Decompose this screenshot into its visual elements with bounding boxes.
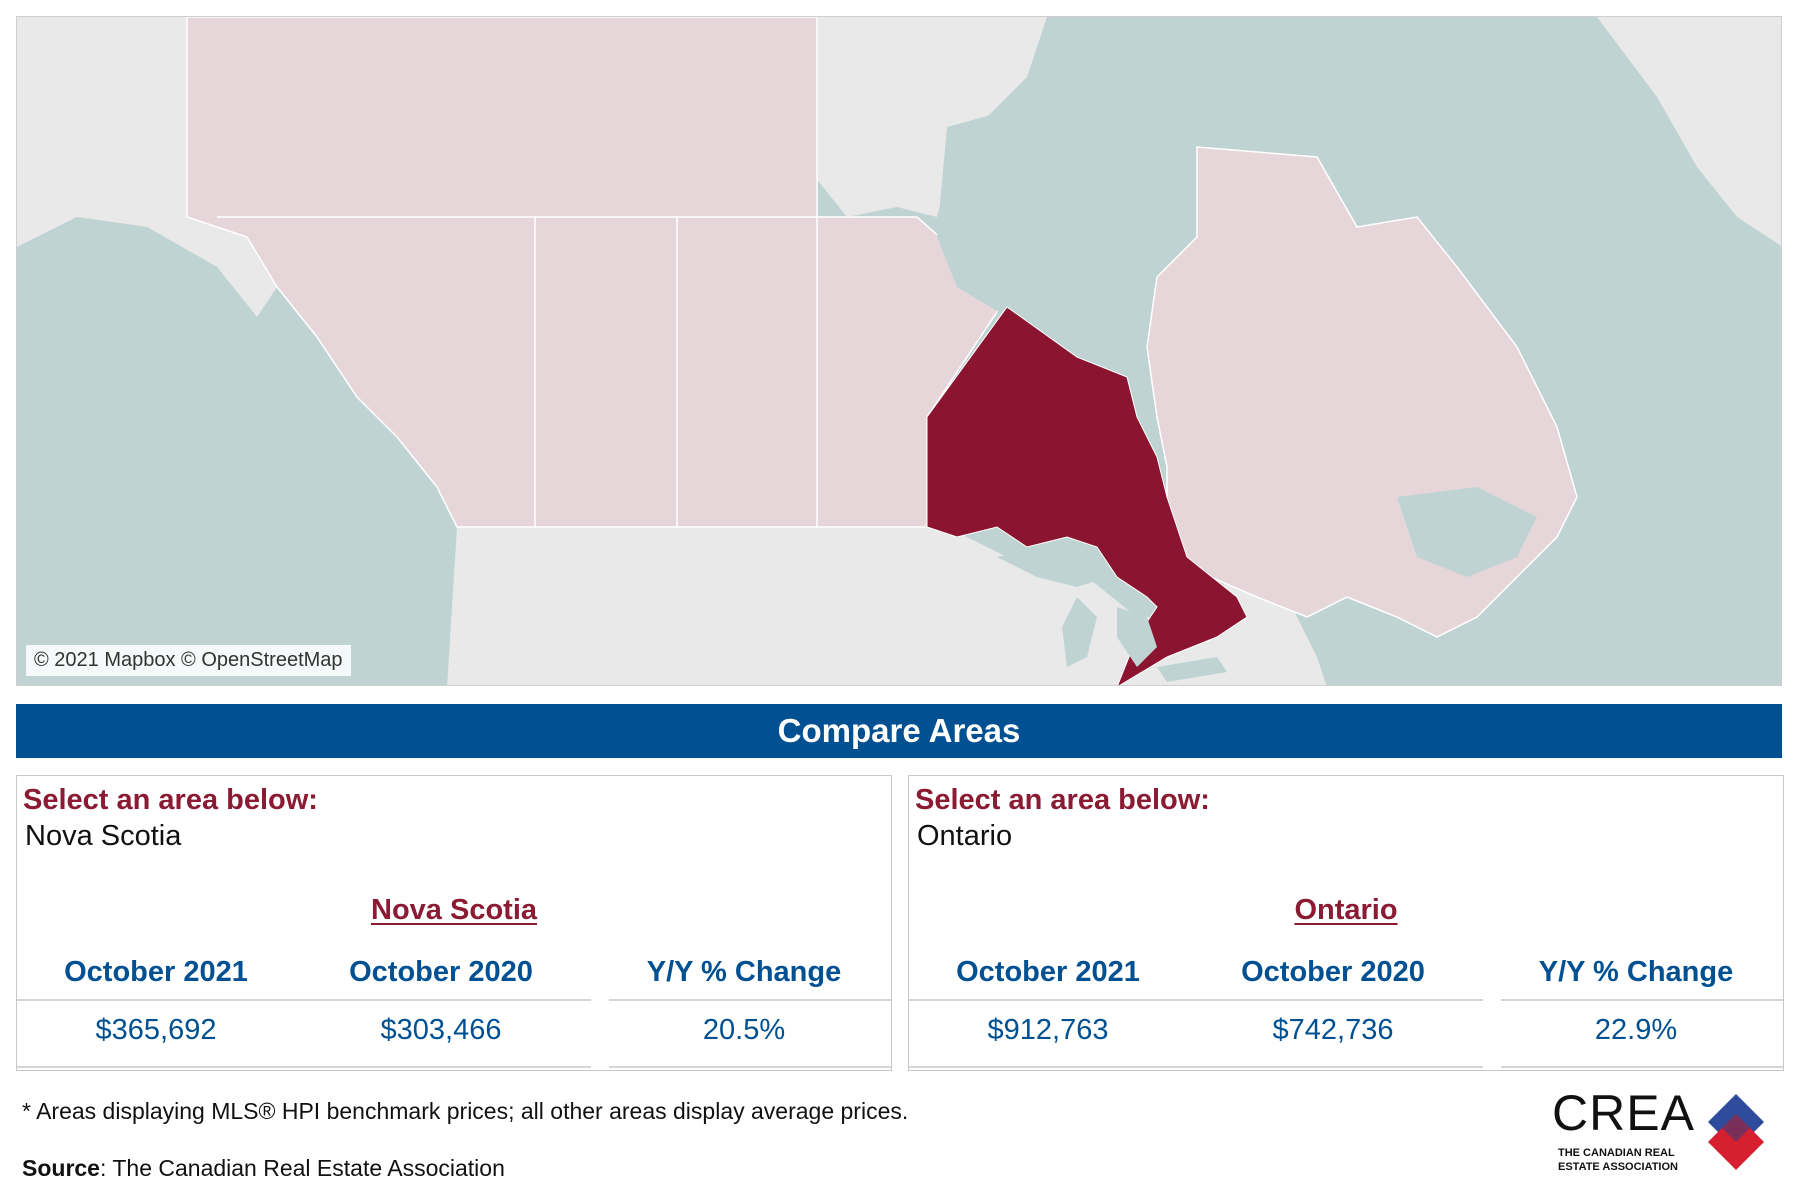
value-october-2020: $742,736 xyxy=(1272,1014,1394,1046)
area-title-link[interactable]: Ontario xyxy=(1294,894,1398,926)
value-yy-change: 20.5% xyxy=(702,1014,786,1046)
area-title-link[interactable]: Nova Scotia xyxy=(371,894,537,926)
crea-logo: CREA THE CANADIAN REAL ESTATE ASSOCIATIO… xyxy=(1548,1085,1764,1188)
compare-panel-left: Select an area below: Nova Scotia Nova S… xyxy=(16,775,892,1071)
crea-subline: THE CANADIAN REAL ESTATE ASSOCIATION xyxy=(1558,1146,1678,1174)
map-hudson-bay xyxy=(937,97,1217,437)
area-title: Ontario xyxy=(909,894,1783,927)
crea-wordmark: CREA xyxy=(1552,1085,1695,1141)
header-divider xyxy=(609,999,891,1001)
area-selector[interactable]: Nova Scotia xyxy=(25,820,182,852)
map-attribution[interactable]: © 2021 Mapbox © OpenStreetMap xyxy=(26,645,351,676)
map-alaska xyxy=(17,17,277,317)
value-october-2021: $912,763 xyxy=(987,1014,1109,1046)
header-divider xyxy=(1501,999,1783,1001)
select-area-label: Select an area below: xyxy=(915,784,1210,816)
value-october-2020: $303,466 xyxy=(380,1014,502,1046)
source-label: Source xyxy=(22,1155,100,1181)
crea-diamond-icon xyxy=(1708,1094,1764,1170)
map-greenland xyxy=(1597,17,1781,246)
column-header-yy-change: Y/Y % Change xyxy=(1538,956,1734,988)
header-divider xyxy=(17,999,591,1001)
row-divider xyxy=(609,1066,891,1068)
crea-subline-2: ESTATE ASSOCIATION xyxy=(1558,1161,1678,1173)
select-area-label: Select an area below: xyxy=(23,784,318,816)
column-header-october-2020: October 2020 xyxy=(349,956,533,988)
map-usa xyxy=(447,527,1327,685)
compare-panel-right: Select an area below: Ontario Ontario Oc… xyxy=(908,775,1784,1071)
map-ontario-selected[interactable] xyxy=(926,306,1248,686)
map-view[interactable]: © 2021 Mapbox © OpenStreetMap xyxy=(16,16,1782,686)
source-line: Source: The Canadian Real Estate Associa… xyxy=(22,1155,505,1182)
header-divider xyxy=(909,999,1483,1001)
compare-areas-banner: Compare Areas xyxy=(16,704,1782,758)
map-eastern-provinces xyxy=(1146,146,1578,638)
column-header-october-2020: October 2020 xyxy=(1241,956,1425,988)
row-divider xyxy=(17,1066,591,1068)
row-divider xyxy=(1501,1066,1783,1068)
area-title: Nova Scotia xyxy=(17,894,891,927)
row-divider xyxy=(909,1066,1483,1068)
map-great-lakes xyxy=(997,547,1227,682)
crea-subline-1: THE CANADIAN REAL xyxy=(1558,1147,1675,1159)
value-october-2021: $365,692 xyxy=(95,1014,217,1046)
map-pacific xyxy=(17,217,447,685)
map-gulf-water xyxy=(1397,487,1537,577)
column-header-october-2021: October 2021 xyxy=(956,956,1140,988)
value-yy-change: 22.9% xyxy=(1594,1014,1678,1046)
column-header-yy-change: Y/Y % Change xyxy=(646,956,842,988)
map-western-provinces xyxy=(186,17,1008,528)
source-text: : The Canadian Real Estate Association xyxy=(99,1155,505,1181)
map-borders xyxy=(217,216,818,527)
footnote: * Areas displaying MLS® HPI benchmark pr… xyxy=(22,1098,909,1124)
column-header-october-2021: October 2021 xyxy=(64,956,248,988)
area-selector[interactable]: Ontario xyxy=(917,820,1013,852)
